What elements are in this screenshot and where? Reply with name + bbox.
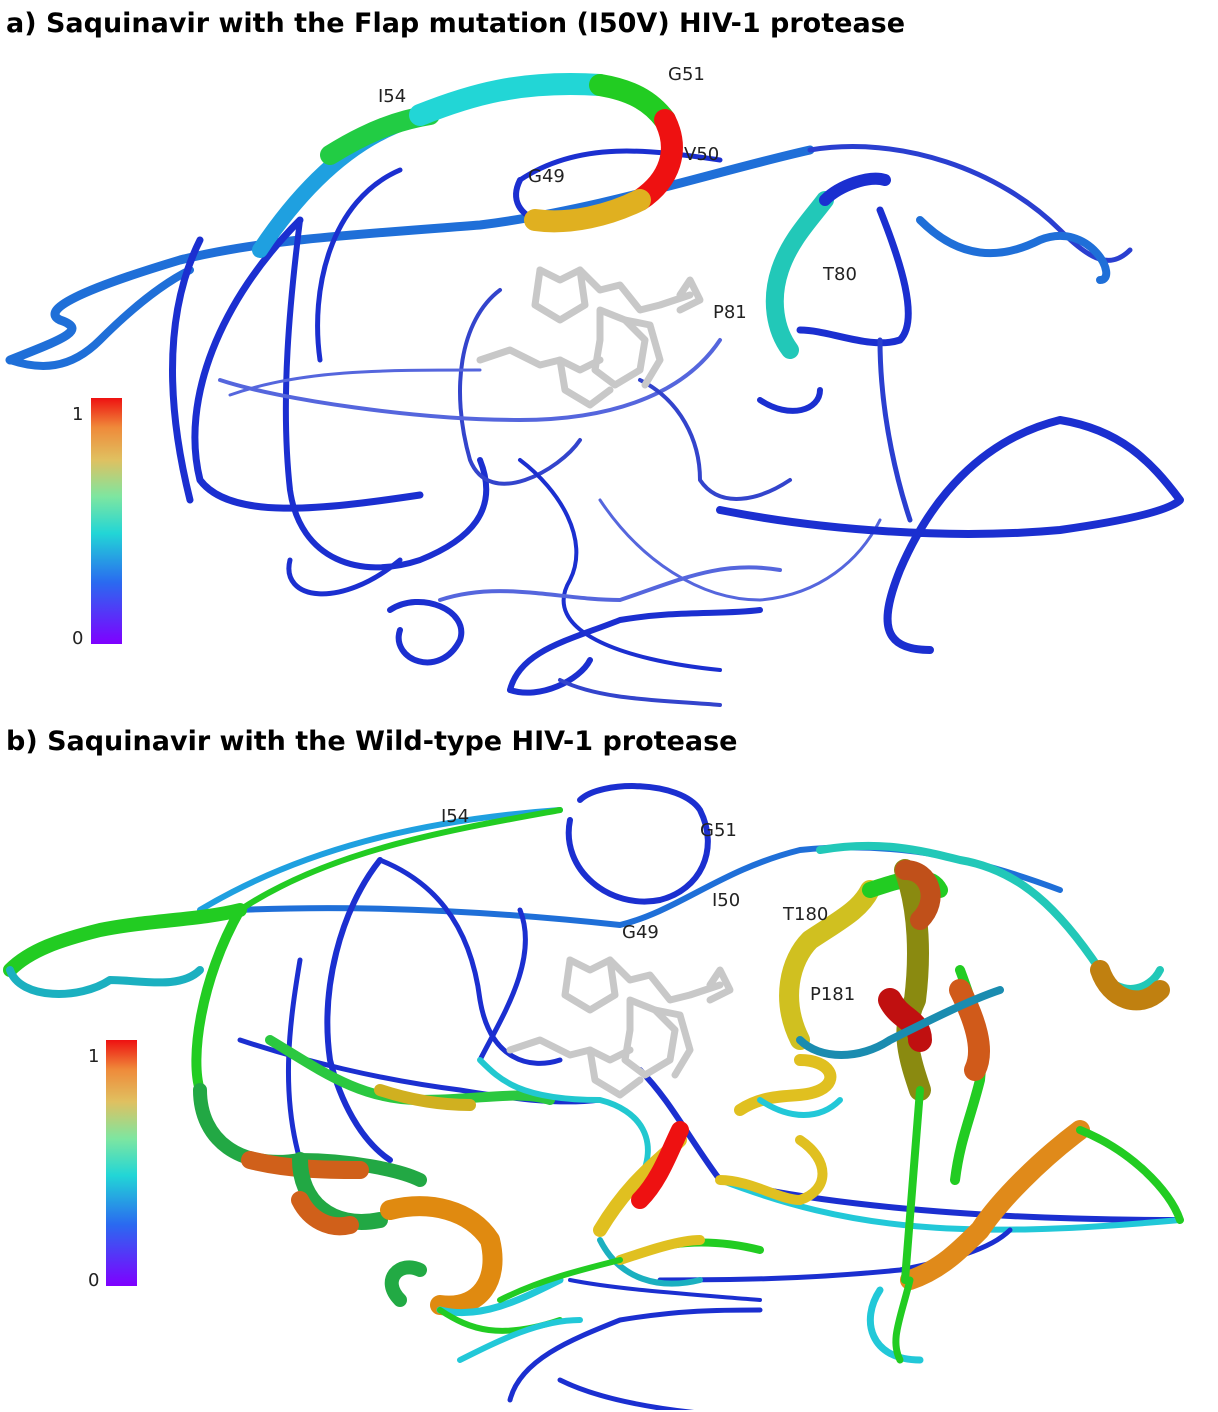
colorbar-max-label: 1 — [88, 1046, 99, 1067]
protein-backbone — [5, 144, 1184, 707]
residue-label-p81: P81 — [713, 302, 747, 323]
residue-label-t80: T80 — [822, 264, 857, 285]
panel-b-structure: 1 0 I54 G51 I50 G49 T180 P181 — [3, 783, 1184, 1410]
colorbar: 1 0 — [72, 398, 122, 649]
colorbar-min-label: 0 — [88, 1270, 99, 1291]
saquinavir-ligand — [506, 956, 734, 1099]
colorbar: 1 0 — [88, 1040, 137, 1291]
saquinavir-ligand — [476, 266, 704, 409]
residue-label-p181: P181 — [810, 984, 855, 1005]
protein-backbone — [3, 783, 1184, 1410]
flap-loop — [252, 73, 891, 359]
residue-label-t180: T180 — [782, 904, 828, 925]
panel-a-title: a) Saquinavir with the Flap mutation (I5… — [6, 8, 906, 39]
residue-label-i50: I50 — [712, 890, 740, 911]
residue-label-g51: G51 — [700, 820, 737, 841]
residue-label-g51: G51 — [668, 64, 705, 85]
residue-label-i54: I54 — [441, 806, 469, 827]
residue-label-v50: V50 — [684, 144, 719, 165]
residue-label-g49: G49 — [622, 922, 659, 943]
panel-a-structure: 1 0 I54 G51 V50 G49 T80 P81 — [5, 64, 1184, 707]
colorbar-min-label: 0 — [72, 628, 83, 649]
residue-label-i54: I54 — [378, 86, 406, 107]
colorbar-max-label: 1 — [72, 404, 83, 425]
residue-label-g49: G49 — [528, 166, 565, 187]
panel-b-title: b) Saquinavir with the Wild-type HIV-1 p… — [6, 726, 738, 757]
